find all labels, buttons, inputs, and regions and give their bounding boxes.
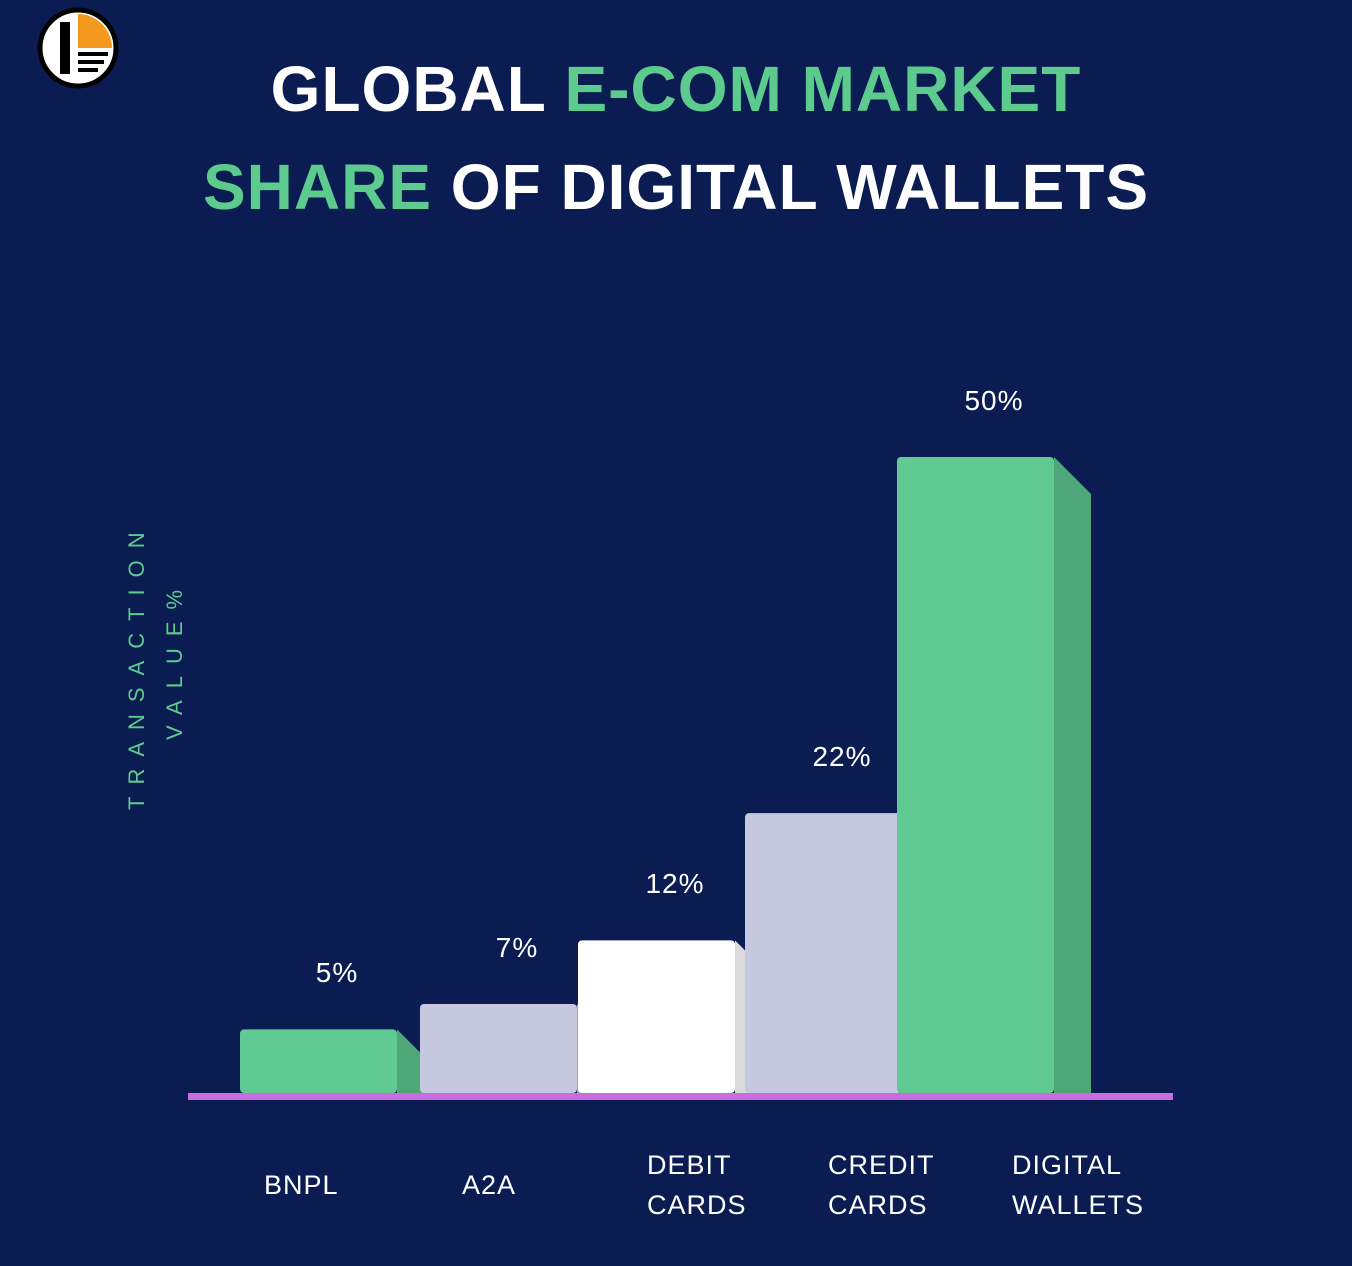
x-tick-label: A2A xyxy=(462,1170,517,1200)
title-highlight: SHARE xyxy=(202,151,432,223)
bar xyxy=(420,1003,577,1093)
x-tick-label: DEBIT CARDS xyxy=(647,1150,747,1220)
value-label: 50% xyxy=(964,385,1024,416)
logo xyxy=(37,7,119,89)
title-line-1: GLOBAL E-COM MARKET xyxy=(0,52,1352,126)
title-highlight: E-COM MARKET xyxy=(564,53,1082,125)
y-axis-label: VALUE% xyxy=(162,577,187,740)
bar xyxy=(745,813,902,1093)
value-label: 12% xyxy=(645,868,705,900)
baseline xyxy=(188,1093,1173,1100)
title-line-2: SHARE OF DIGITAL WALLETS xyxy=(0,150,1352,224)
bar-side xyxy=(1054,457,1091,1093)
bar xyxy=(240,1029,397,1093)
y-axis-label: TRANSACTION xyxy=(124,520,149,810)
x-tick-label: CREDIT CARDS xyxy=(828,1150,935,1220)
value-label: 7% xyxy=(495,931,539,963)
bar xyxy=(897,457,1054,1093)
bar xyxy=(578,940,735,1093)
value-label: 5% xyxy=(315,957,359,989)
value-label: 22% xyxy=(812,741,872,773)
title-text: OF DIGITAL WALLETS xyxy=(450,151,1150,223)
x-tick-label: BNPL xyxy=(264,1170,339,1200)
title-text: GLOBAL xyxy=(270,53,546,125)
x-tick-label: DIGITAL WALLETS xyxy=(1012,1150,1145,1220)
